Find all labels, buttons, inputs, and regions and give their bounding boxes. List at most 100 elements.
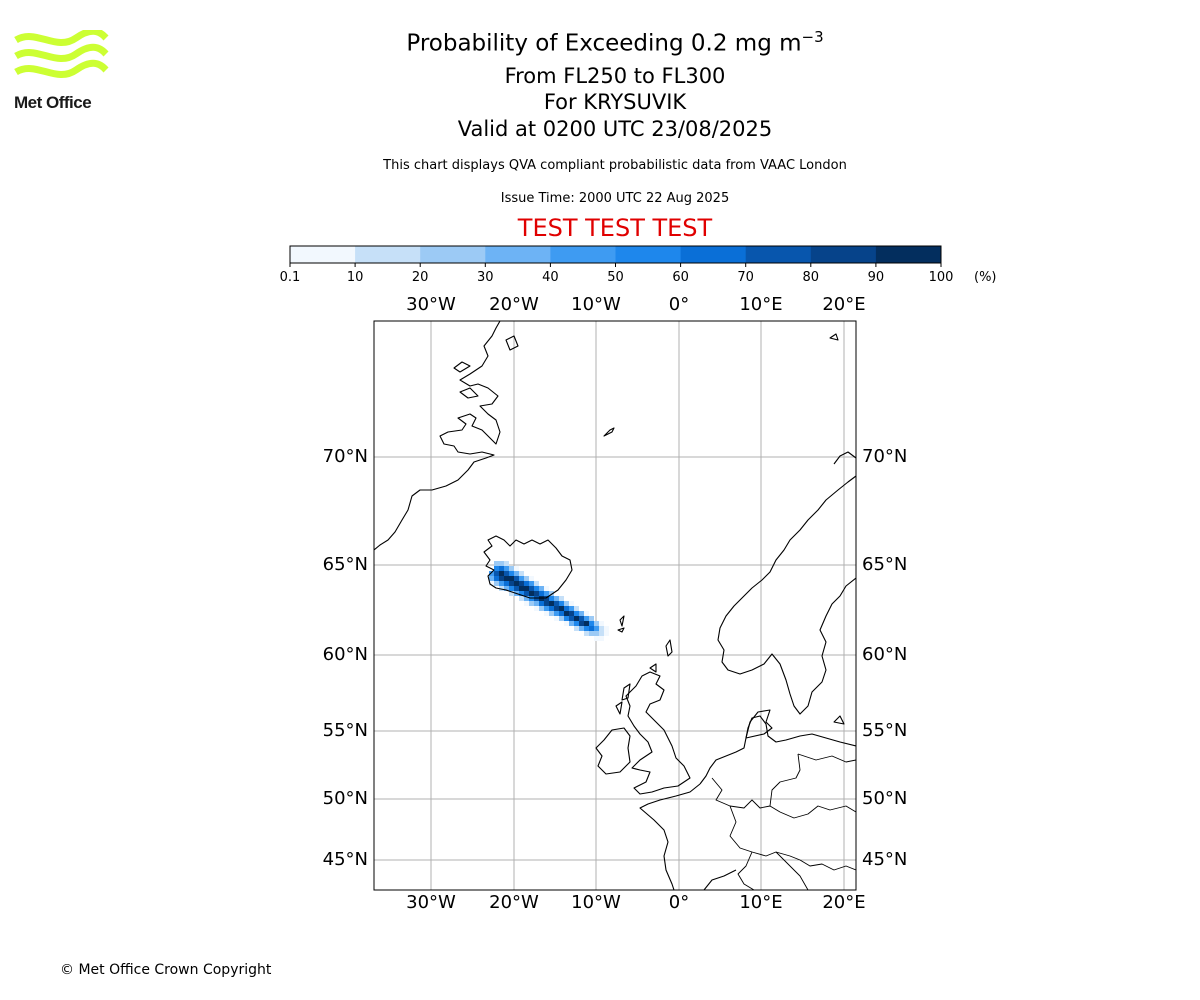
colorbar bbox=[289, 245, 942, 267]
map-frame bbox=[373, 320, 857, 891]
coast-france bbox=[639, 783, 701, 890]
coast-low-countries bbox=[699, 715, 856, 785]
plume-cell bbox=[564, 601, 569, 606]
coast-iceland bbox=[483, 535, 573, 599]
coastlines bbox=[374, 321, 856, 890]
plume-cell bbox=[509, 576, 514, 581]
coast-scandinavia bbox=[717, 475, 856, 715]
colorbar-tick-label: 60 bbox=[672, 270, 689, 285]
colorbar-cell bbox=[745, 246, 812, 263]
colorbar-tick-label: 20 bbox=[411, 270, 429, 285]
plume-cell bbox=[559, 611, 564, 616]
coast-jan-mayen bbox=[603, 427, 615, 437]
lon-label-bottom: 0° bbox=[668, 892, 690, 913]
plume-cell bbox=[539, 586, 544, 591]
plume-cell bbox=[554, 601, 559, 606]
plume-cell bbox=[534, 601, 539, 606]
plume-cell bbox=[509, 586, 514, 591]
plume-cell bbox=[514, 581, 519, 586]
lon-label-bottom: 20°E bbox=[822, 892, 866, 913]
plume-cell bbox=[529, 581, 534, 586]
plume-cell bbox=[549, 591, 554, 596]
plume-cell bbox=[579, 616, 584, 621]
plume-cell bbox=[509, 591, 514, 596]
plume-cell bbox=[574, 606, 579, 611]
plume-cell bbox=[569, 611, 574, 616]
plume-cell bbox=[519, 586, 524, 591]
chart-title: Probability of Exceeding 0.2 mg m−3 bbox=[0, 28, 1200, 57]
colorbar-cell bbox=[550, 246, 616, 263]
plume-cell bbox=[489, 576, 494, 581]
lat-label-left: 50°N bbox=[322, 788, 368, 809]
plume-cell bbox=[589, 631, 594, 636]
plume-cell bbox=[539, 591, 544, 596]
valid-time: Valid at 0200 UTC 23/08/2025 bbox=[457, 117, 773, 141]
lat-label-left: 70°N bbox=[322, 446, 368, 467]
chart-description: This chart displays QVA compliant probab… bbox=[383, 158, 847, 173]
colorbar-cell bbox=[875, 246, 942, 263]
plume-cell bbox=[544, 591, 549, 596]
plume-cell bbox=[594, 626, 599, 631]
plume-cell bbox=[524, 581, 529, 586]
plume-cell bbox=[504, 566, 509, 571]
colorbar-tick-label: 40 bbox=[542, 270, 559, 285]
lat-label-right: 55°N bbox=[862, 720, 908, 741]
colorbar-tick-label: 0.1 bbox=[279, 270, 301, 285]
coast-great-britain bbox=[625, 671, 691, 795]
plume-cell bbox=[534, 581, 539, 586]
plume-cell bbox=[574, 611, 579, 616]
plume-cell bbox=[534, 586, 539, 591]
plume-cell bbox=[514, 576, 519, 581]
colorbar-cell bbox=[290, 246, 356, 263]
colorbar-cell bbox=[420, 246, 486, 263]
coast-faroe bbox=[619, 615, 625, 627]
lon-label-top: 30°W bbox=[406, 294, 456, 315]
plume-cell bbox=[494, 571, 499, 576]
lat-label-left: 60°N bbox=[322, 644, 368, 665]
lon-label-bottom: 20°W bbox=[489, 892, 539, 913]
plume-cell bbox=[524, 601, 529, 606]
plume-cell bbox=[599, 621, 604, 626]
plume-cell bbox=[519, 571, 524, 576]
plume-cell bbox=[519, 581, 524, 586]
plume-cell bbox=[544, 586, 549, 591]
plume-cell bbox=[549, 596, 554, 601]
colorbar-tick-label: 80 bbox=[802, 270, 820, 285]
colorbar-cell bbox=[680, 246, 747, 263]
lon-label-top: 20°E bbox=[822, 294, 866, 315]
plume-cell bbox=[544, 596, 549, 601]
plume-cell bbox=[569, 616, 574, 621]
plume-cell bbox=[539, 601, 544, 606]
logo-text: Met Office bbox=[14, 93, 91, 112]
plume-cell bbox=[504, 581, 509, 586]
plume-cell bbox=[499, 581, 504, 586]
lon-label-top: 10°E bbox=[739, 294, 783, 315]
plume-cell bbox=[589, 616, 594, 621]
plume-cell bbox=[524, 586, 529, 591]
plume-cell bbox=[579, 621, 584, 626]
plume-cell bbox=[584, 626, 589, 631]
plume-cell bbox=[544, 611, 549, 616]
plume-cell bbox=[494, 581, 499, 586]
plume-cell bbox=[549, 601, 554, 606]
plume-cell bbox=[594, 636, 599, 641]
plume-cell bbox=[539, 606, 544, 611]
copyright: © Met Office Crown Copyright bbox=[60, 962, 272, 978]
plume-cell bbox=[514, 566, 519, 571]
plume-cell bbox=[524, 591, 529, 596]
plume-cell bbox=[604, 626, 609, 631]
colorbar-tick-label: 50 bbox=[607, 270, 624, 285]
plume-cell bbox=[554, 596, 559, 601]
plume-cell bbox=[574, 616, 579, 621]
plume-cell bbox=[589, 626, 594, 631]
map-background bbox=[374, 321, 856, 890]
level-range: From FL250 to FL300 bbox=[504, 64, 726, 88]
plume-cell bbox=[529, 576, 534, 581]
plume-cell bbox=[569, 621, 574, 626]
colorbar-tick-label: 100 bbox=[928, 270, 954, 285]
plume-cell bbox=[604, 631, 609, 636]
colorbar-cell bbox=[810, 246, 877, 263]
plume-cell bbox=[499, 571, 504, 576]
plume-cell bbox=[504, 571, 509, 576]
